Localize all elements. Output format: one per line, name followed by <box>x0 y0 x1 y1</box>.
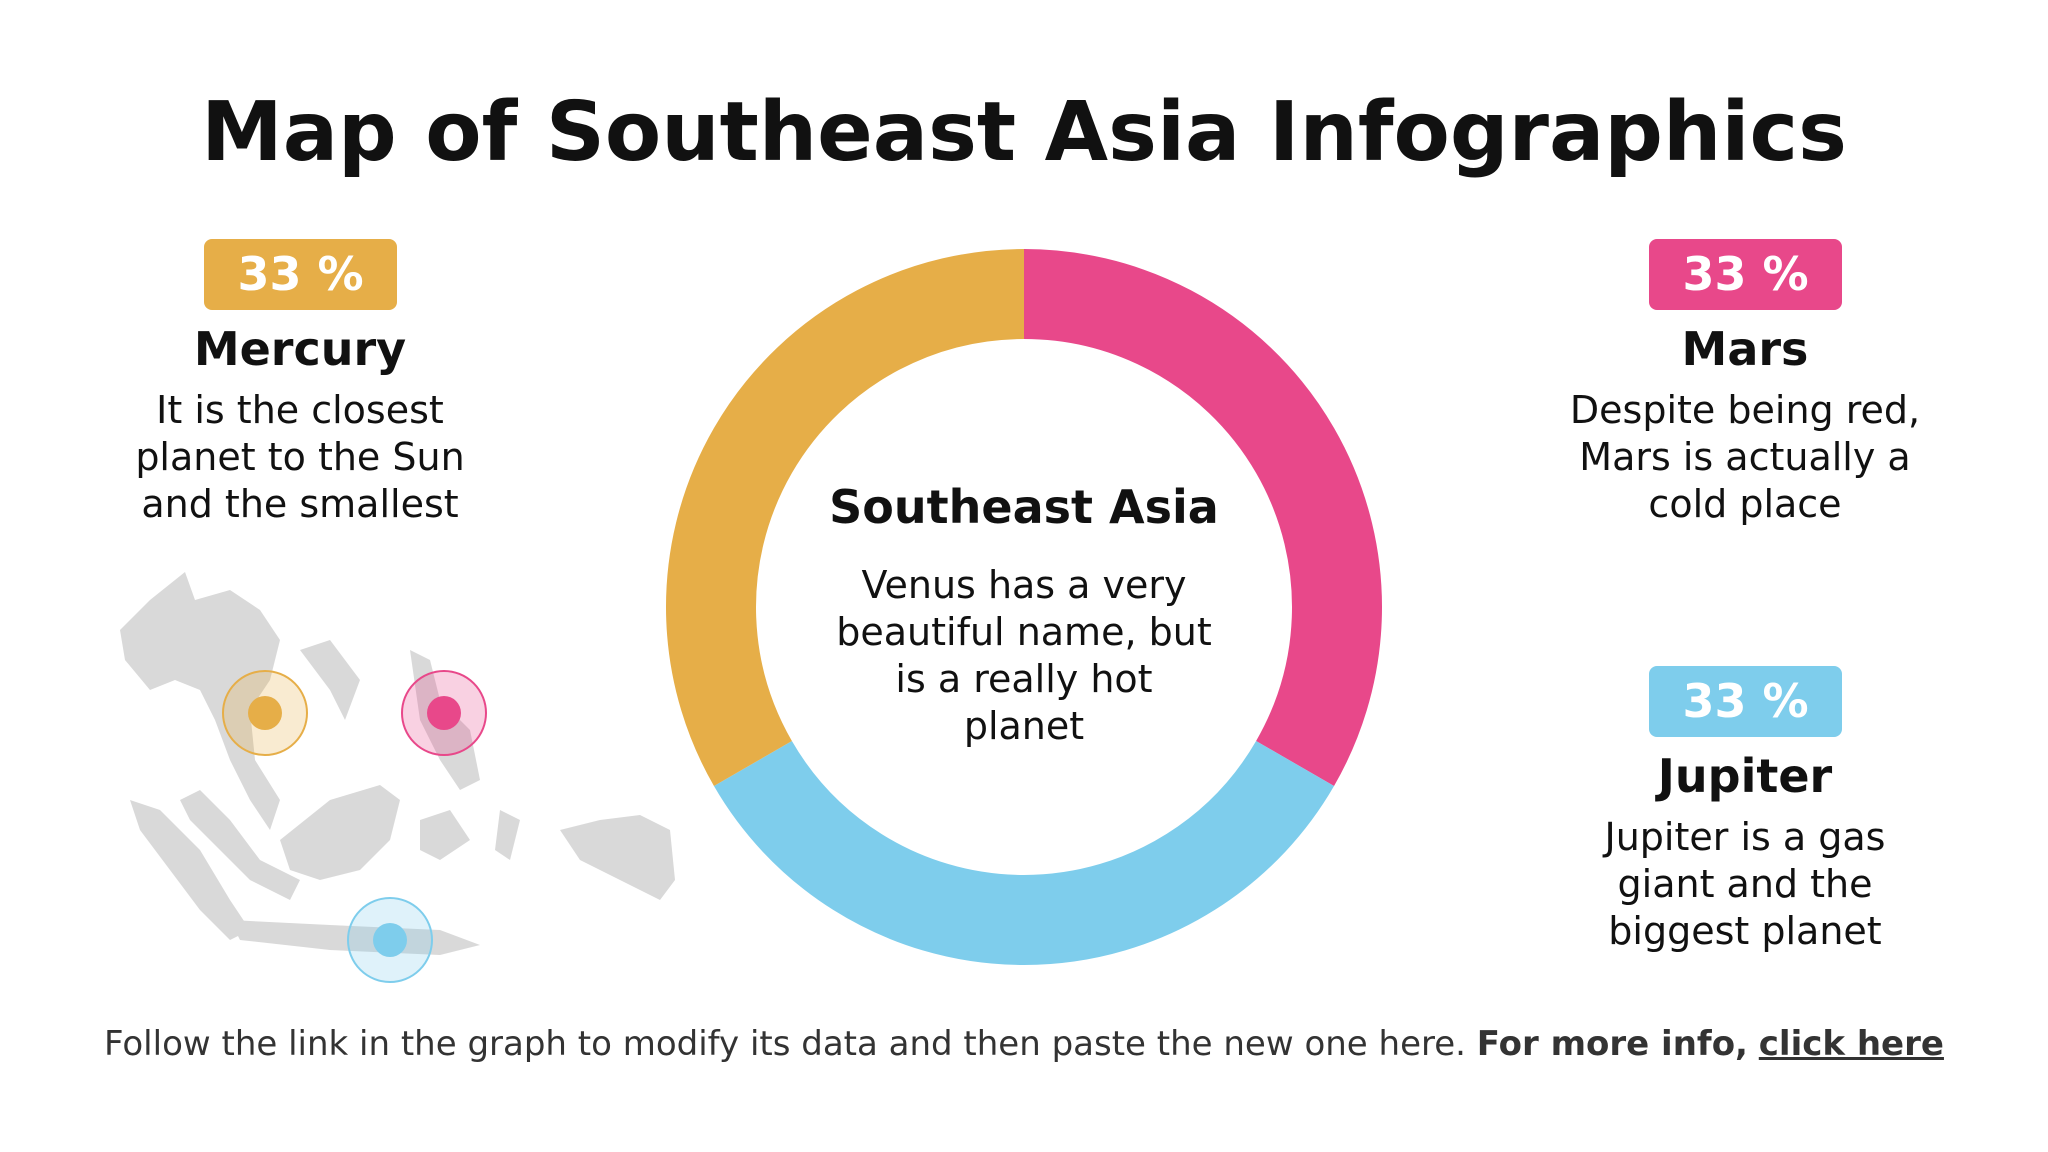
footer-link[interactable]: click here <box>1758 1024 1944 1064</box>
center-label: Southeast Asia <box>829 480 1219 534</box>
donut-segment <box>713 740 1335 965</box>
map <box>120 572 675 955</box>
value-badge: 33 % <box>1649 239 1842 310</box>
footer-text: Follow the link in the graph to modify i… <box>104 1024 1466 1064</box>
footer-bold: For more info, <box>1476 1024 1748 1064</box>
center-text: Venus has a very beautiful name, but is … <box>836 563 1212 748</box>
value-badge: 33 % <box>204 239 397 310</box>
title: Map of Southeast Asia Infographics <box>201 85 1847 180</box>
value-badge: 33 % <box>1649 666 1842 737</box>
donut-segment <box>1023 249 1382 786</box>
legend-name: Mercury <box>193 322 407 376</box>
legend-name: Jupiter <box>1657 749 1833 803</box>
footer: Follow the link in the graph to modify i… <box>0 1024 2048 1064</box>
legend-description: It is the closest planet to the Sun and … <box>135 388 465 526</box>
donut-segment <box>666 249 1025 786</box>
legend-name: Mars <box>1681 322 1809 376</box>
map-markers <box>222 670 487 983</box>
legend-description: Despite being red, Mars is actually a co… <box>1569 388 1921 526</box>
legend-description: Jupiter is a gas giant and the biggest p… <box>1604 815 1886 953</box>
